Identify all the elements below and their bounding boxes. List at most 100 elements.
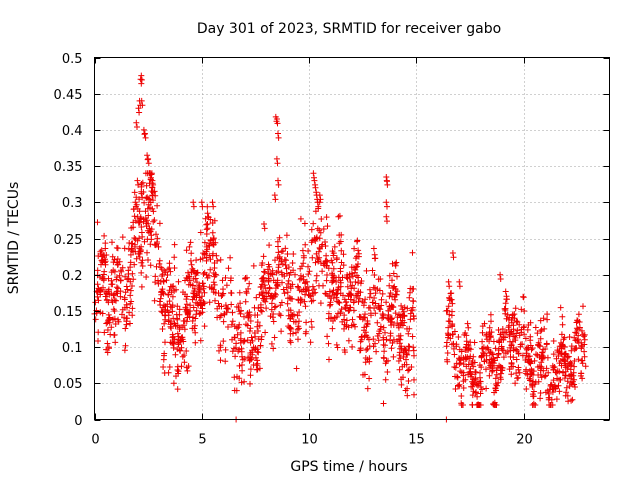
data-point [549,389,556,396]
axis-ticks [94,57,610,421]
data-point [235,324,242,331]
data-point [279,261,286,267]
data-point [374,286,381,293]
data-point [451,351,458,358]
data-point [268,300,275,307]
data-point [242,298,249,305]
data-point [572,384,578,390]
data-point [103,320,110,327]
data-point [314,225,321,232]
data-point [580,303,586,310]
data-point [582,363,589,370]
data-point [313,272,320,279]
data-point [129,283,135,289]
data-point [133,255,140,262]
data-point [139,102,146,109]
data-point [155,243,162,250]
data-point [200,271,207,277]
data-point [193,307,200,314]
data-point [274,254,281,261]
data-point [463,355,470,362]
data-point [217,344,224,351]
data-point [153,231,159,238]
data-point [363,347,370,353]
data-point [131,235,138,241]
data-point [187,239,194,246]
data-point [401,312,408,319]
data-point [231,345,237,352]
data-point [261,268,267,275]
data-point [165,291,172,298]
data-point [374,319,381,326]
data-point [94,293,101,300]
data-point [192,329,199,336]
data-point [380,314,387,321]
data-point [192,275,199,282]
data-point [229,309,236,316]
data-point [209,229,216,236]
data-point [119,264,126,271]
data-point [222,358,229,365]
data-point [171,336,178,343]
data-point [258,290,265,297]
data-point [295,323,302,330]
data-point [260,253,267,260]
data-point [445,318,452,325]
data-point [525,322,532,328]
data-point [279,279,285,286]
data-point [317,300,324,307]
data-point [350,299,357,306]
data-point [183,274,190,281]
data-point [228,321,235,328]
data-point [371,272,378,278]
data-point [369,299,376,306]
data-point [479,323,486,330]
data-point [210,203,217,210]
data-point [565,398,572,405]
data-point [390,353,397,360]
data-point [309,290,316,297]
data-point [393,259,400,266]
data-point [315,203,322,210]
data-point [185,281,192,288]
data-point [261,297,267,304]
data-point [174,303,181,310]
data-point [377,276,384,282]
data-point [131,241,138,248]
data-point [342,304,348,311]
data-point [452,364,459,371]
data-point [366,375,373,382]
data-point [221,311,228,318]
data-point [131,189,138,196]
y-tick-label: 0.25 [54,233,83,248]
data-point [411,352,417,359]
data-point [98,261,104,268]
data-point [386,293,393,300]
x-tick-label: 10 [301,433,318,448]
data-point [335,299,342,306]
data-point [479,329,486,336]
data-point [398,345,405,352]
data-point [143,274,150,280]
data-point [366,286,373,293]
data-point [483,366,489,373]
data-point [313,277,320,284]
data-point [340,262,347,269]
data-point [287,283,294,290]
data-point [247,350,254,356]
data-point [271,304,278,311]
data-point [256,365,263,372]
data-point [535,372,542,378]
data-point [362,311,368,318]
data-point [190,314,196,321]
data-point [188,269,195,276]
data-point [165,318,172,325]
data-point [145,160,152,167]
data-point [371,295,378,301]
data-point [136,219,143,226]
data-point [337,238,344,245]
data-point [200,283,207,290]
data-point [97,309,104,316]
data-point [493,382,500,389]
data-point [355,298,362,305]
